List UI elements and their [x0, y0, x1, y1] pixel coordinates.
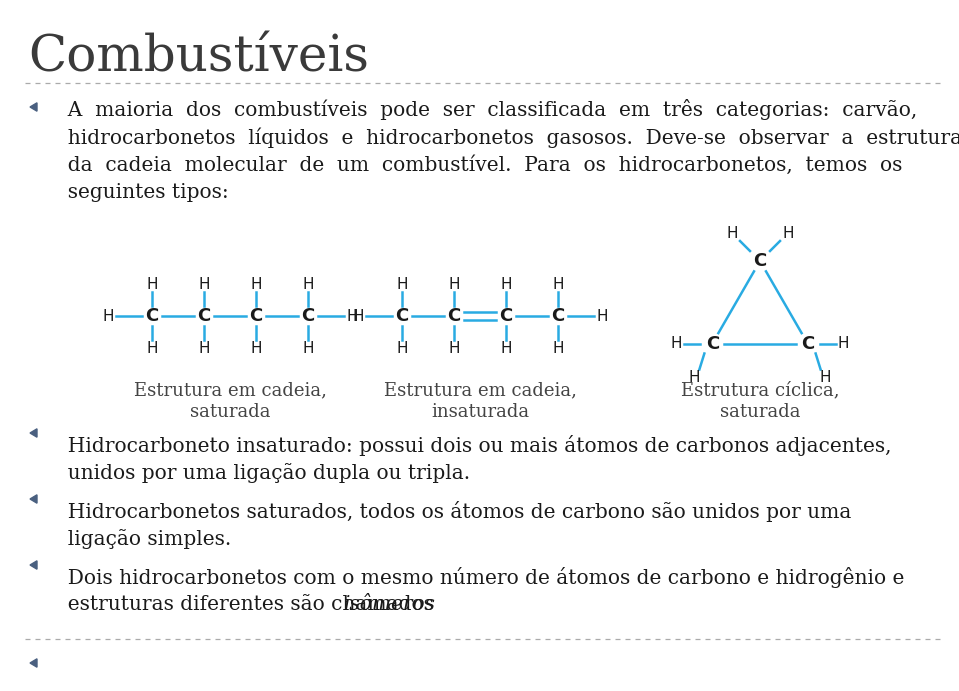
- Text: Estrutura em cadeia,: Estrutura em cadeia,: [384, 381, 576, 399]
- Text: H: H: [352, 308, 363, 323]
- Text: H: H: [396, 276, 408, 292]
- Text: H: H: [448, 341, 459, 355]
- Text: H: H: [552, 341, 564, 355]
- Text: H: H: [689, 370, 700, 385]
- Text: H: H: [103, 308, 114, 323]
- Text: H: H: [552, 276, 564, 292]
- Text: da  cadeia  molecular  de  um  combustível.  Para  os  hidrocarbonetos,  temos  : da cadeia molecular de um combustível. P…: [55, 155, 902, 175]
- Text: C: C: [448, 307, 460, 325]
- Text: H: H: [448, 276, 459, 292]
- Text: Estrutura cíclica,: Estrutura cíclica,: [681, 381, 839, 399]
- Text: H: H: [396, 341, 408, 355]
- Text: Hidrocarbonetos saturados, todos os átomos de carbono são unidos por uma: Hidrocarbonetos saturados, todos os átom…: [55, 501, 852, 522]
- Text: C: C: [395, 307, 409, 325]
- Text: H: H: [302, 276, 314, 292]
- Text: C: C: [706, 334, 719, 352]
- Text: Combustíveis: Combustíveis: [28, 33, 369, 82]
- Text: H: H: [250, 276, 262, 292]
- Text: Dois hidrocarbonetos com o mesmo número de átomos de carbono e hidrogênio e: Dois hidrocarbonetos com o mesmo número …: [55, 567, 904, 588]
- Text: insaturada: insaturada: [431, 403, 529, 421]
- Text: C: C: [500, 307, 513, 325]
- Polygon shape: [30, 429, 37, 437]
- Text: C: C: [754, 252, 766, 270]
- Text: ligação simples.: ligação simples.: [55, 529, 231, 549]
- Text: H: H: [838, 336, 850, 351]
- Polygon shape: [30, 103, 37, 111]
- Text: estruturas diferentes são chamados: estruturas diferentes são chamados: [55, 595, 440, 614]
- Text: H: H: [670, 336, 682, 351]
- Text: H: H: [820, 370, 831, 385]
- Text: H: H: [726, 225, 737, 240]
- Text: H: H: [147, 341, 157, 355]
- Text: H: H: [346, 308, 358, 323]
- Text: saturada: saturada: [190, 403, 270, 421]
- Text: unidos por uma ligação dupla ou tripla.: unidos por uma ligação dupla ou tripla.: [55, 463, 470, 483]
- Text: C: C: [146, 307, 158, 325]
- Text: H: H: [783, 225, 794, 240]
- Text: H: H: [250, 341, 262, 355]
- Text: H: H: [199, 276, 210, 292]
- Text: H: H: [501, 341, 512, 355]
- Polygon shape: [30, 561, 37, 569]
- Text: H: H: [199, 341, 210, 355]
- Text: isômeros: isômeros: [343, 595, 435, 614]
- Text: saturada: saturada: [720, 403, 800, 421]
- Text: Hidrocarboneto insaturado: possui dois ou mais átomos de carbonos adjacentes,: Hidrocarboneto insaturado: possui dois o…: [55, 435, 892, 456]
- Text: seguintes tipos:: seguintes tipos:: [55, 183, 229, 202]
- Text: H: H: [302, 341, 314, 355]
- Text: C: C: [801, 334, 814, 352]
- Text: C: C: [198, 307, 211, 325]
- Text: C: C: [551, 307, 565, 325]
- Polygon shape: [30, 495, 37, 503]
- Text: H: H: [501, 276, 512, 292]
- Text: C: C: [249, 307, 263, 325]
- Text: H: H: [147, 276, 157, 292]
- Text: H: H: [596, 308, 608, 323]
- Text: hidrocarbonetos  líquidos  e  hidrocarbonetos  gasosos.  Deve-se  observar  a  e: hidrocarbonetos líquidos e hidrocarbonet…: [55, 127, 959, 147]
- Text: Estrutura em cadeia,: Estrutura em cadeia,: [133, 381, 326, 399]
- Polygon shape: [30, 659, 37, 668]
- Text: C: C: [301, 307, 315, 325]
- Text: A  maioria  dos  combustíveis  pode  ser  classificada  em  três  categorias:  c: A maioria dos combustíveis pode ser clas…: [55, 99, 917, 120]
